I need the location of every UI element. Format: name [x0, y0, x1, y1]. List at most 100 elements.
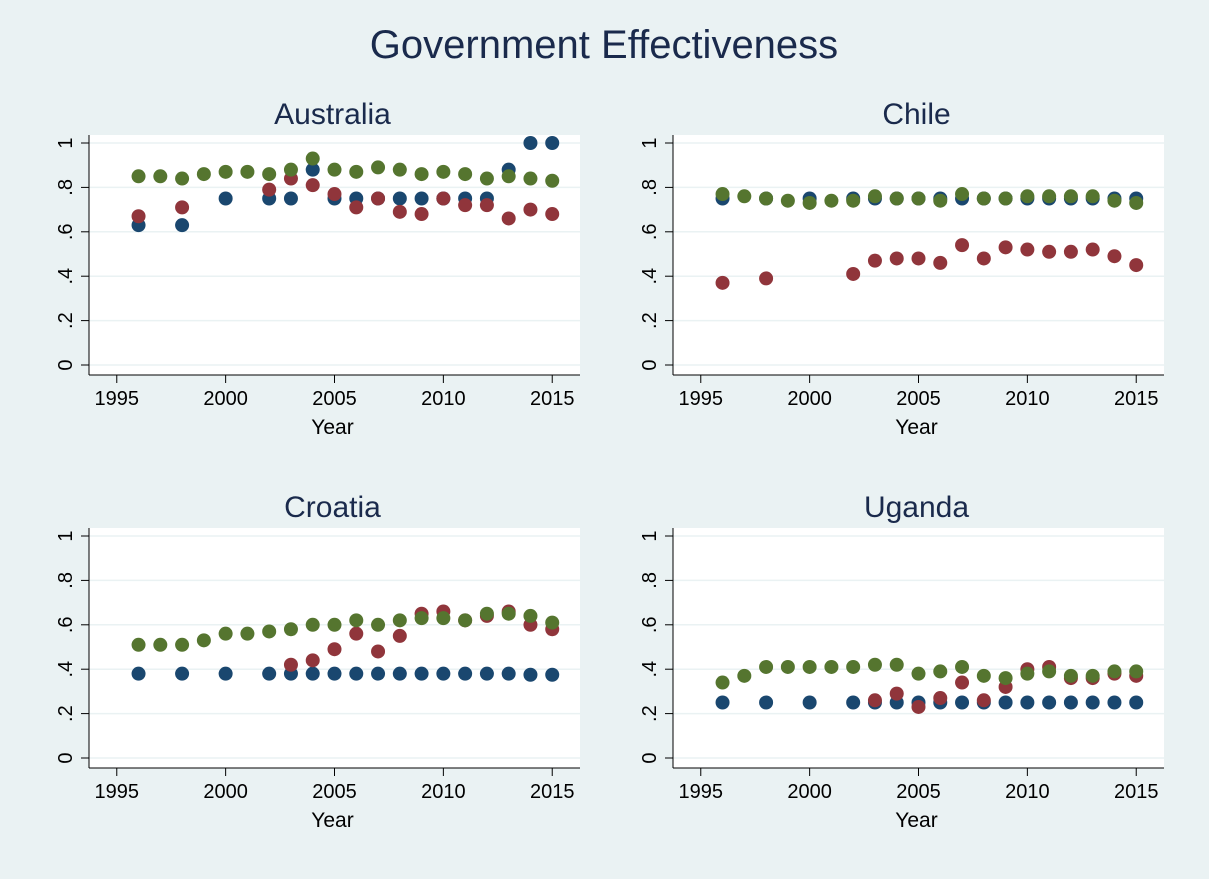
data-point [262, 182, 277, 197]
data-point [371, 191, 386, 206]
data-point [371, 160, 386, 175]
data-point [846, 266, 861, 281]
data-point [1085, 242, 1100, 257]
data-point [1107, 695, 1122, 710]
data-point [976, 693, 991, 708]
data-point [240, 164, 255, 179]
y-tick-label: 1 [639, 137, 661, 148]
data-point [327, 666, 342, 681]
data-point [523, 171, 538, 186]
data-point [998, 240, 1013, 255]
data-point [976, 191, 991, 206]
data-point [196, 633, 211, 648]
data-point [1085, 189, 1100, 204]
x-tick-label: 1995 [679, 388, 724, 410]
data-point [349, 666, 364, 681]
data-point [1042, 695, 1057, 710]
data-point [911, 699, 926, 714]
data-point [218, 191, 233, 206]
data-point [458, 613, 473, 628]
x-axis-title: Year [895, 809, 937, 832]
series-2 [715, 187, 1144, 210]
data-point [305, 617, 320, 632]
x-tick-label: 2000 [787, 781, 832, 803]
data-point [1129, 195, 1144, 210]
data-point [262, 624, 277, 639]
data-point [479, 171, 494, 186]
y-tick-label: .4 [55, 661, 77, 678]
x-tick-label: 2015 [530, 388, 575, 410]
data-point [998, 671, 1013, 686]
data-point [479, 606, 494, 621]
panel-title: Australia [274, 98, 391, 131]
data-point [458, 167, 473, 182]
x-tick-label: 2010 [421, 388, 466, 410]
x-tick-label: 1995 [679, 781, 724, 803]
data-point [933, 664, 948, 679]
y-tick-label: .2 [55, 705, 77, 722]
y-tick-label: .4 [639, 268, 661, 285]
data-point [523, 667, 538, 682]
data-point [1020, 189, 1035, 204]
data-point [545, 667, 560, 682]
data-point [1107, 664, 1122, 679]
series-0 [131, 666, 560, 682]
x-tick-label: 2010 [1005, 781, 1050, 803]
data-point [305, 162, 320, 177]
data-point [327, 162, 342, 177]
data-point [305, 151, 320, 166]
data-point [262, 167, 277, 182]
series-1 [715, 238, 1144, 290]
data-point [218, 666, 233, 681]
data-point [824, 193, 839, 208]
y-tick-label: .6 [55, 616, 77, 633]
data-point [846, 659, 861, 674]
y-tick-label: 0 [55, 359, 77, 370]
data-point [759, 695, 774, 710]
figure-title: Government Effectiveness [370, 23, 838, 67]
data-point [392, 613, 407, 628]
data-point [545, 173, 560, 188]
y-tick-label: .2 [55, 312, 77, 329]
data-point [1020, 695, 1035, 710]
data-point [305, 666, 320, 681]
data-point [715, 675, 730, 690]
data-point [1063, 189, 1078, 204]
data-point [1107, 249, 1122, 264]
data-point [933, 255, 948, 270]
data-point [436, 164, 451, 179]
data-point [392, 191, 407, 206]
data-point [955, 659, 970, 674]
data-point [867, 189, 882, 204]
data-point [911, 251, 926, 266]
data-point [349, 613, 364, 628]
data-point [218, 164, 233, 179]
data-point [976, 251, 991, 266]
data-point [780, 193, 795, 208]
data-point [998, 695, 1013, 710]
data-point [349, 626, 364, 641]
data-point [305, 178, 320, 193]
data-point [545, 615, 560, 630]
y-tick-label: .6 [639, 223, 661, 240]
data-point [998, 191, 1013, 206]
data-point [283, 191, 298, 206]
y-tick-label: .4 [55, 268, 77, 285]
data-point [802, 695, 817, 710]
x-tick-label: 1995 [95, 388, 140, 410]
data-point [414, 666, 429, 681]
data-point [392, 162, 407, 177]
data-point [715, 695, 730, 710]
data-point [501, 169, 516, 184]
data-point [327, 187, 342, 202]
data-point [131, 637, 146, 652]
data-point [846, 695, 861, 710]
y-tick-label: .8 [639, 572, 661, 589]
data-point [1042, 664, 1057, 679]
panel-uganda: Uganda 0 .2 .4 .6 .8 1 1995 2000 2005 2010 2015 Year [639, 491, 1164, 832]
series-2 [131, 151, 560, 188]
data-point [175, 637, 190, 652]
data-point [349, 164, 364, 179]
x-tick-label: 2005 [312, 781, 357, 803]
y-tick-label: .4 [639, 661, 661, 678]
